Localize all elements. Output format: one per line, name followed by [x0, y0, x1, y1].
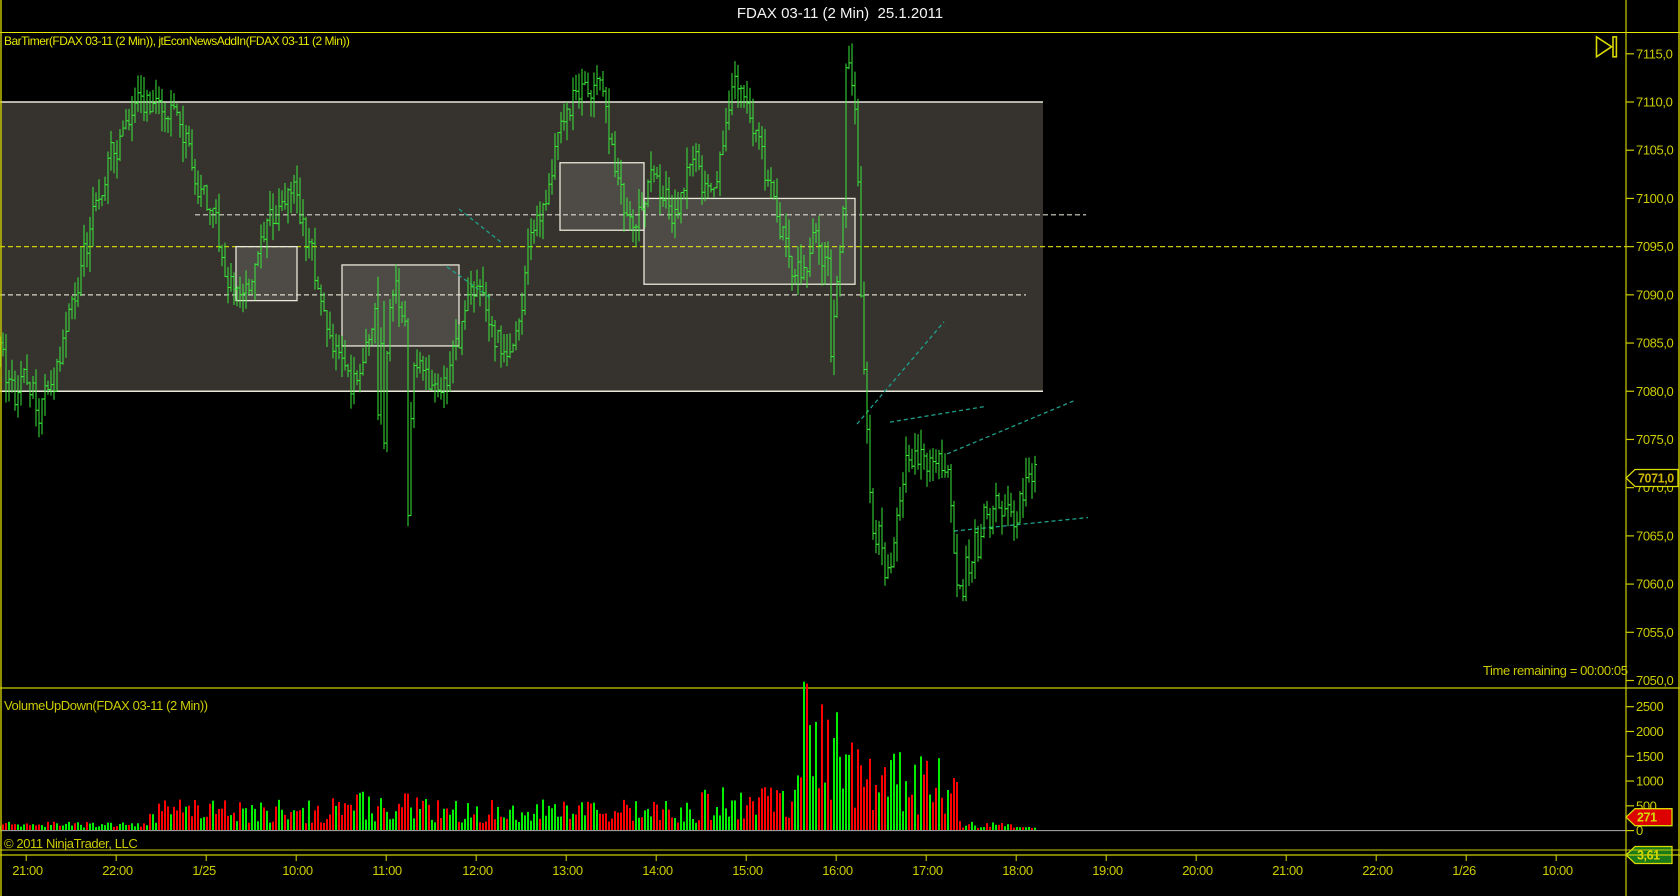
svg-text:7085,0: 7085,0 [1636, 336, 1674, 351]
svg-text:22:00: 22:00 [1362, 863, 1393, 878]
svg-text:1/25: 1/25 [192, 863, 216, 878]
svg-text:19:00: 19:00 [1092, 863, 1123, 878]
svg-text:20:00: 20:00 [1182, 863, 1213, 878]
svg-text:7071,0: 7071,0 [1638, 472, 1674, 486]
svg-text:© 2011 NinjaTrader, LLC: © 2011 NinjaTrader, LLC [4, 836, 137, 851]
svg-text:16:00: 16:00 [822, 863, 853, 878]
svg-text:7095,0: 7095,0 [1636, 239, 1674, 254]
svg-text:1000: 1000 [1636, 774, 1663, 789]
svg-text:2500: 2500 [1636, 699, 1663, 714]
svg-text:Time remaining = 00:00:05: Time remaining = 00:00:05 [1483, 663, 1628, 678]
svg-text:1500: 1500 [1636, 749, 1663, 764]
svg-text:15:00: 15:00 [732, 863, 763, 878]
svg-text:22:00: 22:00 [102, 863, 133, 878]
svg-text:7050,0: 7050,0 [1636, 673, 1674, 688]
svg-text:7090,0: 7090,0 [1636, 287, 1674, 302]
svg-text:7080,0: 7080,0 [1636, 384, 1674, 399]
svg-text:271: 271 [1637, 811, 1657, 825]
svg-text:11:00: 11:00 [372, 863, 402, 878]
svg-text:7100,0: 7100,0 [1636, 191, 1674, 206]
svg-text:7110,0: 7110,0 [1636, 95, 1673, 110]
svg-text:7060,0: 7060,0 [1636, 577, 1674, 592]
svg-text:1/26: 1/26 [1452, 863, 1476, 878]
svg-text:7115,0: 7115,0 [1636, 46, 1673, 61]
svg-text:10:00: 10:00 [1542, 863, 1573, 878]
svg-text:VolumeUpDown(FDAX 03-11 (2 Min: VolumeUpDown(FDAX 03-11 (2 Min)) [4, 698, 208, 713]
svg-text:21:00: 21:00 [1272, 863, 1303, 878]
svg-text:12:00: 12:00 [462, 863, 493, 878]
svg-text:21:00: 21:00 [12, 863, 43, 878]
svg-text:7055,0: 7055,0 [1636, 625, 1674, 640]
svg-text:7075,0: 7075,0 [1636, 432, 1674, 447]
svg-text:14:00: 14:00 [642, 863, 673, 878]
svg-text:13:00: 13:00 [552, 863, 583, 878]
svg-text:10:00: 10:00 [282, 863, 313, 878]
svg-text:2000: 2000 [1636, 724, 1663, 739]
svg-text:7105,0: 7105,0 [1636, 143, 1674, 158]
svg-text:7065,0: 7065,0 [1636, 528, 1674, 543]
svg-text:18:00: 18:00 [1002, 863, 1033, 878]
svg-text:17:00: 17:00 [912, 863, 943, 878]
